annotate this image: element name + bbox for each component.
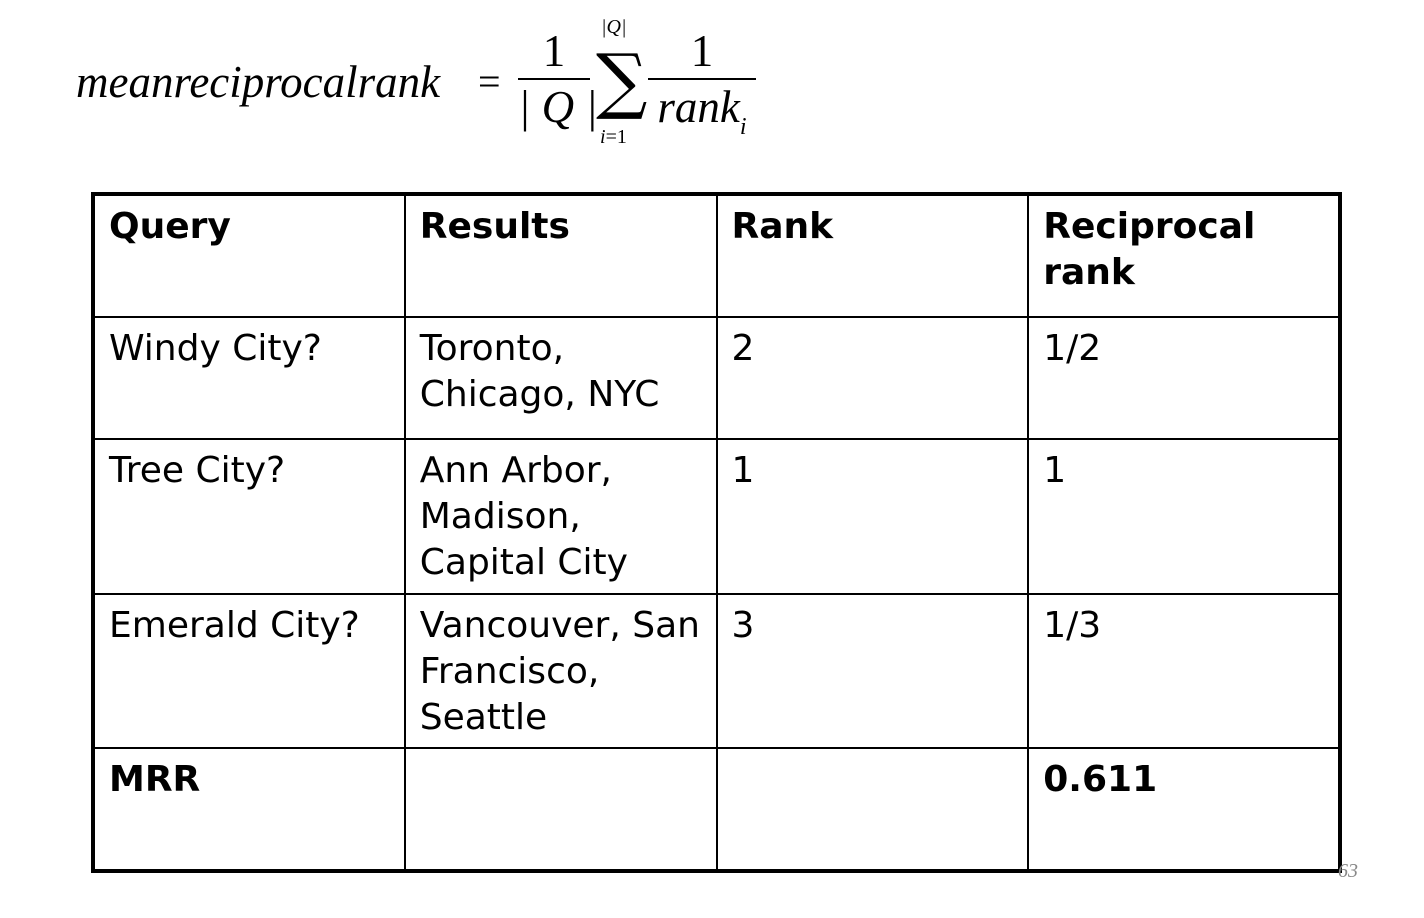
cell-results: Vancouver, San Francisco, Seattle	[403, 593, 718, 749]
fraction-1-bar	[518, 78, 590, 80]
mrr-formula: meanreciprocalrank = 1 | Q | |Q| ∑ i=1 1…	[0, 0, 800, 170]
fraction-2-denominator: ranki	[648, 80, 756, 142]
sum-lower-var: i	[600, 126, 606, 148]
sum-upper-limit: |Q|	[601, 16, 627, 38]
fraction-2-numerator: 1	[690, 26, 714, 76]
formula-fraction-1: 1 | Q |	[518, 24, 598, 134]
fraction-1-denominator: | Q |	[518, 82, 598, 132]
total-rank	[715, 747, 1030, 872]
cell-rank: 1	[715, 438, 1030, 595]
mrr-table: Query Results Rank Reciprocal rank Windy…	[91, 192, 1342, 873]
total-value: 0.611	[1027, 747, 1341, 872]
formula-fraction-2: 1 ranki	[648, 24, 756, 142]
cell-query: Tree City?	[92, 438, 406, 595]
header-query: Query	[92, 193, 406, 318]
cell-rank: 2	[715, 316, 1030, 440]
formula-lhs: meanreciprocalrank	[76, 57, 441, 107]
sum-lower-rest: =1	[605, 126, 627, 148]
cell-query: Emerald City?	[92, 593, 406, 749]
table-row: Tree City? Ann Arbor, Madison, Capital C…	[92, 438, 1341, 595]
rank-subscript: i	[739, 114, 747, 140]
cell-results: Ann Arbor, Madison, Capital City	[403, 438, 718, 595]
cell-reciprocal-rank: 1/2	[1027, 316, 1341, 440]
header-results: Results	[403, 193, 718, 318]
table-row: Windy City? Toronto, Chicago, NYC 2 1/2	[92, 316, 1341, 440]
table-row: Emerald City? Vancouver, San Francisco, …	[92, 593, 1341, 749]
sum-symbol: ∑	[596, 38, 648, 122]
total-results	[403, 747, 718, 872]
formula-equals: =	[478, 59, 501, 104]
cell-reciprocal-rank: 1	[1027, 438, 1341, 595]
table-total-row: MRR 0.611	[92, 747, 1341, 872]
total-label: MRR	[92, 747, 406, 872]
header-reciprocal-rank: Reciprocal rank	[1027, 193, 1341, 318]
fraction-1-numerator: 1	[542, 26, 566, 76]
cell-query: Windy City?	[92, 316, 406, 440]
fraction-2-bar	[648, 78, 756, 80]
cell-rank: 3	[715, 593, 1030, 749]
cell-results: Toronto, Chicago, NYC	[403, 316, 718, 440]
rank-text: rank	[657, 82, 740, 132]
page-number: 63	[1338, 860, 1358, 882]
cell-reciprocal-rank: 1/3	[1027, 593, 1341, 749]
sum-lower-limit: i=1	[600, 126, 627, 148]
header-rank: Rank	[715, 193, 1030, 318]
table-header-row: Query Results Rank Reciprocal rank	[92, 193, 1341, 318]
